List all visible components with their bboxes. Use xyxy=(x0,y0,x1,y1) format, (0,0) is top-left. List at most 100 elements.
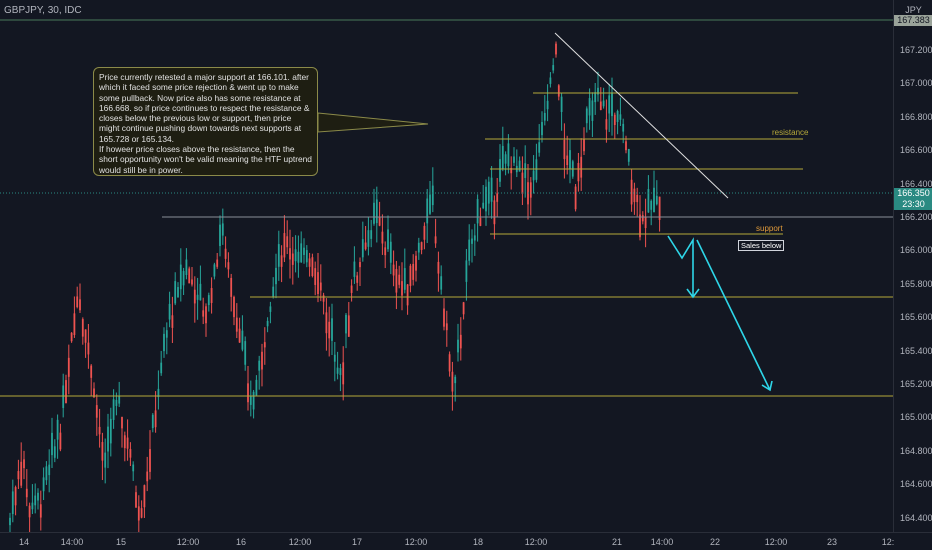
price-tick: 166.600 xyxy=(900,145,932,156)
candle-body xyxy=(434,236,437,244)
candle-body xyxy=(616,110,619,122)
candle-body xyxy=(179,264,182,290)
price-tick: 167.200 xyxy=(900,45,932,55)
candle-body xyxy=(269,306,272,312)
candle-body xyxy=(182,271,185,286)
candle-body xyxy=(31,502,34,510)
candle-body xyxy=(599,101,602,110)
candle-body xyxy=(291,253,294,265)
candle-body xyxy=(202,310,205,317)
candle-body xyxy=(247,383,249,403)
candle-body xyxy=(420,242,423,250)
candle-body xyxy=(653,187,655,213)
candle-body xyxy=(658,196,661,220)
candle-body xyxy=(151,414,154,429)
candle-body xyxy=(79,299,81,311)
candle-body xyxy=(454,376,457,384)
candle-body xyxy=(277,244,280,267)
price-tick: 165.400 xyxy=(900,345,932,356)
candle-body xyxy=(415,255,417,271)
current-price-tag: 166.350 xyxy=(894,188,932,199)
candle-body xyxy=(473,235,476,241)
candle-body xyxy=(412,263,415,280)
candle-body xyxy=(319,282,322,291)
candle-body xyxy=(224,248,227,259)
candle-body xyxy=(353,261,356,277)
candle-body xyxy=(588,98,591,116)
chart-canvas[interactable] xyxy=(0,0,893,532)
candle-body xyxy=(347,315,350,337)
price-tick: 166.200 xyxy=(900,212,932,222)
candle-body xyxy=(465,260,468,282)
candle-body xyxy=(339,368,342,376)
time-axis[interactable]: 14 14:00 15 12:00 16 12:00 17 12:00 18 12:00 21 14:… xyxy=(0,532,932,550)
candle-body xyxy=(524,163,527,178)
time-tick: 12:00 xyxy=(524,537,548,547)
candle-body xyxy=(426,198,429,224)
candle-body xyxy=(73,313,76,336)
candle-body xyxy=(216,259,219,267)
note-pointer xyxy=(317,112,429,133)
candle-body xyxy=(154,410,157,428)
candle-body xyxy=(364,242,367,250)
candle-body xyxy=(370,230,373,239)
price-tick: 164.400 xyxy=(900,512,932,523)
candle-body xyxy=(300,243,303,263)
candle-body xyxy=(48,464,51,476)
candle-body xyxy=(177,287,179,298)
candle-body xyxy=(541,122,543,136)
candle-body xyxy=(457,339,459,353)
candle-body xyxy=(490,177,493,202)
candle-body xyxy=(76,296,79,308)
drawings-layer xyxy=(554,32,773,392)
candle-body xyxy=(135,492,137,508)
candle-body xyxy=(566,155,569,166)
candle-body xyxy=(577,162,580,182)
candle-body xyxy=(213,264,216,277)
candle-body xyxy=(345,314,347,334)
levels-layer xyxy=(0,92,893,397)
candle-body xyxy=(196,294,199,300)
symbol-label[interactable]: GBPJPY, 30, IDC xyxy=(4,5,82,16)
time-tick: 18 xyxy=(472,537,484,547)
candle-body xyxy=(272,286,275,297)
trendline xyxy=(554,32,729,199)
candle-body xyxy=(655,195,658,205)
candle-body xyxy=(342,362,345,385)
candle-body xyxy=(121,417,123,429)
candle-body xyxy=(403,268,406,290)
candle-body xyxy=(39,504,42,518)
candle-body xyxy=(238,328,241,343)
candle-body xyxy=(249,396,252,405)
time-tick: 12:00 xyxy=(404,537,428,547)
candle-body xyxy=(146,471,149,482)
candle-body xyxy=(513,156,515,163)
candle-body xyxy=(87,342,90,355)
candle-body xyxy=(132,464,135,472)
candle-body xyxy=(328,321,331,339)
analysis-note[interactable]: Price currently retested a major support… xyxy=(93,67,318,176)
price-tick: 167.000 xyxy=(900,78,932,89)
candle-body xyxy=(28,505,31,518)
candle-body xyxy=(289,248,291,260)
candle-body xyxy=(283,233,286,258)
candle-body xyxy=(563,139,566,160)
candle-body xyxy=(622,123,625,132)
candle-body xyxy=(333,354,336,362)
price-tick: 165.800 xyxy=(900,278,932,289)
candle-body xyxy=(557,85,560,97)
time-tick: 14 xyxy=(18,537,30,547)
price-axis[interactable]: JPY 167.383 167.200 167.000 166.800 166.600… xyxy=(893,0,932,532)
candle-body xyxy=(191,279,193,285)
candle-body xyxy=(630,179,633,205)
candle-body xyxy=(233,296,235,318)
candle-body xyxy=(93,388,95,398)
candle-body xyxy=(350,285,353,293)
candle-body xyxy=(305,250,308,263)
candle-body xyxy=(311,257,314,277)
candle-body xyxy=(378,216,381,226)
candle-body xyxy=(174,281,177,304)
projection-path-2 xyxy=(696,239,771,391)
candle-body xyxy=(109,418,112,444)
price-tick: 164.600 xyxy=(900,479,932,490)
